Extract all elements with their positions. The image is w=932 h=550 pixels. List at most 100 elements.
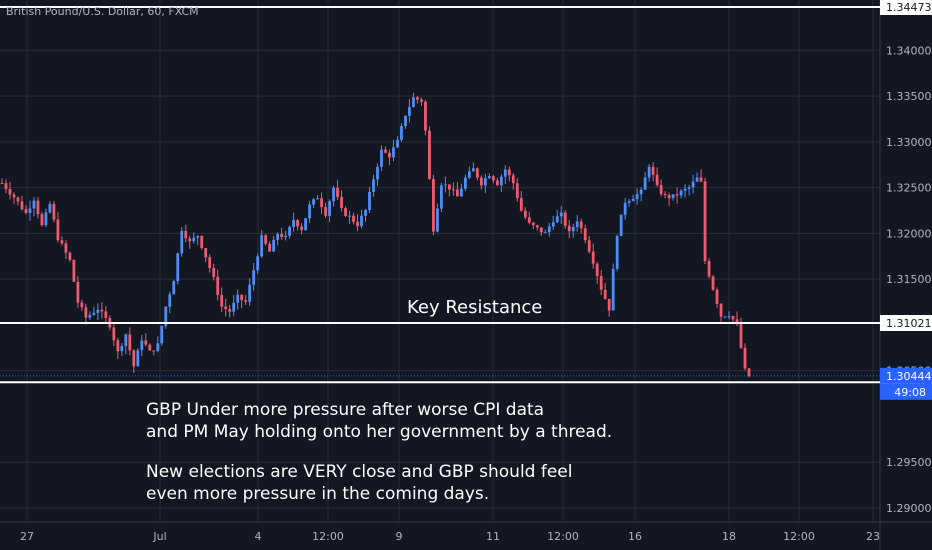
candle-body [523, 210, 527, 218]
candle-body [719, 303, 723, 317]
countdown-label: 49:08 [894, 386, 926, 399]
candle-body [260, 235, 264, 257]
candle-body [264, 235, 268, 244]
candle-body [316, 198, 319, 200]
candle-body [539, 227, 543, 233]
candle-body [136, 350, 140, 367]
candle-body [479, 177, 483, 186]
candle-body [667, 195, 671, 199]
candle-body [551, 222, 555, 227]
candle-body [424, 101, 427, 131]
candle-body [348, 215, 351, 217]
candle-body [671, 194, 675, 199]
candle-body [280, 233, 284, 238]
candle-body [695, 177, 699, 182]
y-tick-label: 1.34000 [886, 44, 932, 57]
candle-body [388, 152, 391, 158]
candle-body [172, 281, 176, 295]
candle-body [432, 178, 435, 232]
level-price-tag [880, 314, 932, 331]
level-price-label: 1.34473 [886, 1, 932, 14]
candle-body [244, 300, 248, 302]
candle-body [615, 236, 619, 269]
candle-body [703, 181, 707, 262]
candle-body [372, 179, 375, 192]
candle-body [503, 169, 507, 177]
candle-body [547, 226, 551, 233]
candle-body [28, 208, 32, 213]
candle-body [224, 306, 228, 310]
y-tick-label: 1.31500 [886, 273, 932, 286]
x-tick-label: Jul [152, 530, 166, 543]
candle-body [440, 185, 443, 209]
candle-body [444, 184, 447, 186]
candle-body [360, 215, 363, 227]
x-tick-label: 11 [486, 530, 500, 543]
candle-body [659, 185, 663, 194]
candle-body [104, 311, 108, 319]
candle-body [88, 314, 92, 318]
candle-body [535, 225, 539, 228]
candle-body [364, 210, 367, 216]
candle-body [495, 180, 499, 186]
candle-body [747, 368, 751, 377]
candle-body [507, 169, 511, 176]
candle-body [248, 284, 252, 302]
candle-body [475, 168, 479, 178]
candle-body [132, 350, 136, 367]
candle-body [36, 200, 40, 215]
y-tick-label: 1.33500 [886, 90, 932, 103]
candle-body [268, 243, 272, 252]
y-tick-label: 1.29000 [886, 502, 932, 515]
candle-body [499, 176, 503, 186]
candle-body [156, 343, 160, 352]
x-tick-label: 9 [396, 530, 403, 543]
key-resistance-label: Key Resistance [407, 297, 543, 318]
candle-body [180, 230, 184, 254]
y-tick-label: 1.32000 [886, 227, 932, 240]
x-tick-label: 12:00 [547, 530, 579, 543]
candle-body [112, 327, 116, 341]
note-line-3: New elections are VERY close and GBP sho… [146, 462, 573, 482]
candle-body [420, 99, 423, 102]
candle-body [148, 344, 152, 351]
candle-body [164, 306, 168, 326]
candle-body [96, 309, 100, 313]
candle-body [68, 252, 72, 261]
candle-body [168, 294, 172, 307]
candle-body [240, 294, 244, 301]
candle-body [611, 268, 615, 311]
candle-body [0, 183, 4, 185]
candle-body [647, 166, 651, 178]
candle-body [727, 316, 731, 318]
current-price-label: 1.30444 [886, 370, 932, 383]
candle-body [412, 97, 415, 107]
candle-body [619, 214, 623, 237]
candle-body [687, 187, 691, 189]
candle-body [212, 268, 216, 277]
candle-body [591, 251, 595, 264]
candle-body [459, 188, 463, 197]
y-tick-label: 1.32500 [886, 182, 932, 195]
candle-body [595, 263, 599, 276]
candle-body [408, 106, 411, 116]
candle-body [4, 183, 8, 190]
candle-body [416, 97, 419, 100]
candle-body [116, 340, 120, 352]
candle-body [471, 168, 475, 172]
candle-body [463, 177, 467, 189]
candle-body [731, 316, 735, 320]
candle-body [356, 221, 359, 227]
candle-body [196, 235, 200, 238]
x-tick-label: 4 [255, 530, 262, 543]
candle-body [288, 226, 292, 236]
candle-body [40, 214, 44, 226]
candle-body [707, 261, 711, 277]
candle-body [607, 298, 611, 311]
candle-body [380, 149, 383, 167]
chart-title: British Pound/U.S. Dollar, 60, FXCM [6, 5, 199, 18]
candle-body [428, 130, 431, 179]
candle-body [691, 181, 695, 188]
candle-body [739, 323, 743, 348]
